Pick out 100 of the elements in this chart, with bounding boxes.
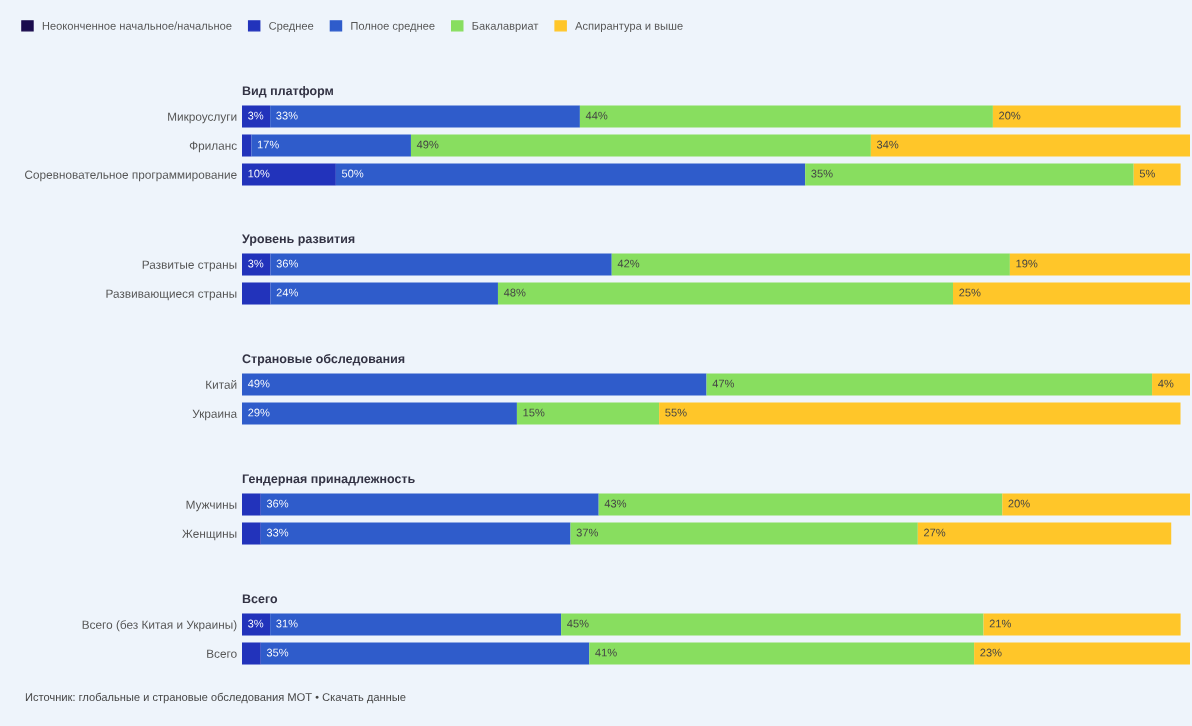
data-label: 33%: [276, 111, 298, 120]
bar: [242, 402, 517, 425]
bar: [242, 105, 271, 128]
y-tick-label: Всего: [207, 649, 237, 658]
bar: [917, 522, 1172, 545]
bar: [270, 613, 562, 636]
bar: [974, 642, 1190, 665]
data-label: 37%: [576, 528, 598, 537]
bar: [335, 163, 806, 186]
bar: [561, 613, 984, 636]
bar: [1152, 373, 1190, 396]
bar: [805, 163, 1134, 186]
bar: [598, 493, 1003, 516]
data-label: 33%: [266, 528, 289, 537]
data-label: 55%: [665, 408, 687, 417]
data-label: 31%: [276, 619, 298, 628]
chart-title: Вид платформ: [242, 86, 333, 98]
bar: [589, 642, 975, 665]
bar: [242, 373, 707, 396]
data-label: 27%: [923, 528, 946, 537]
bar: [242, 163, 336, 186]
legend-label: Неоконченное начальное/начальное: [42, 21, 232, 30]
data-label: 44%: [585, 111, 608, 120]
data-label: 43%: [604, 499, 627, 508]
data-label: 10%: [248, 169, 270, 178]
bar: [242, 134, 252, 157]
data-label: 35%: [266, 648, 289, 657]
bar: [270, 282, 498, 305]
bar: [270, 253, 612, 276]
legend-label: Бакалавриат: [472, 22, 539, 32]
data-label: 25%: [959, 288, 981, 297]
legend-label: Среднее: [269, 21, 314, 32]
bar: [570, 522, 918, 545]
y-tick-label: Мужчины: [186, 500, 237, 512]
bar: [983, 613, 1181, 636]
data-label: 50%: [341, 169, 364, 178]
data-label: 3%: [248, 111, 264, 120]
y-tick-label: Украина: [192, 409, 238, 421]
data-label: 47%: [712, 379, 735, 388]
bar: [579, 105, 993, 128]
data-label: 42%: [617, 259, 640, 268]
y-tick-label: Женщины: [182, 529, 237, 541]
data-label: 4%: [1158, 379, 1174, 388]
data-label: 20%: [999, 111, 1021, 120]
bar: [242, 613, 271, 636]
bar: [242, 253, 271, 276]
y-tick-label: Соревновательное программирование: [25, 170, 237, 182]
chart-title: Страновые обследования: [242, 353, 405, 366]
y-tick-label: Китай: [206, 380, 237, 389]
bar: [1002, 493, 1190, 516]
chart-title: Уровень развития: [242, 234, 355, 246]
data-label: 41%: [595, 648, 617, 657]
bar: [242, 493, 261, 516]
legend-label: Полное среднее: [351, 22, 435, 32]
bar: [270, 105, 580, 128]
y-tick-label: Развивающиеся страны: [106, 289, 237, 301]
bar: [242, 282, 271, 305]
data-label: 23%: [980, 648, 1002, 657]
data-label: 20%: [1008, 499, 1030, 508]
y-tick-label: Развитые страны: [142, 260, 237, 272]
data-label: 19%: [1016, 259, 1038, 268]
bar: [260, 522, 571, 545]
bar: [1133, 163, 1181, 186]
legend-label: Аспирантура и выше: [575, 22, 683, 32]
data-label: 21%: [989, 619, 1011, 628]
data-label: 35%: [811, 169, 833, 178]
bar: [516, 402, 660, 425]
data-label: 5%: [1139, 169, 1155, 178]
data-label: 3%: [248, 259, 264, 268]
data-label: 34%: [876, 140, 899, 149]
data-label: 49%: [416, 140, 439, 149]
bar: [260, 493, 599, 516]
bar: [410, 134, 871, 157]
bar: [706, 373, 1153, 396]
bar: [251, 134, 411, 157]
data-label: 29%: [248, 408, 270, 417]
bar: [497, 282, 953, 305]
data-label: 36%: [276, 259, 298, 268]
y-tick-label: Всего (без Китая и Украины): [82, 620, 237, 632]
text: Источник: глобальные и страновые обследования МОТ • Скачать данные: [25, 692, 406, 704]
data-label: 17%: [257, 140, 279, 149]
chart-title: Всего: [242, 594, 278, 604]
bar: [659, 402, 1181, 425]
data-label: 36%: [266, 499, 289, 508]
y-tick-label: Фриланс: [189, 141, 237, 153]
bar: [1009, 253, 1190, 276]
data-label: 3%: [248, 619, 264, 628]
bar: [992, 105, 1181, 128]
data-label: 15%: [523, 408, 545, 417]
bar: [242, 522, 261, 545]
y-tick-label: Микроуслуги: [168, 112, 237, 124]
data-label: 24%: [276, 288, 298, 297]
data-label: 49%: [247, 379, 270, 388]
bar: [870, 134, 1190, 157]
bar: [260, 642, 590, 665]
bar: [953, 282, 1190, 305]
data-label: 45%: [567, 619, 589, 628]
chart-title: Гендерная принадлежность: [242, 474, 415, 486]
bar: [242, 642, 261, 665]
bar: [611, 253, 1010, 276]
